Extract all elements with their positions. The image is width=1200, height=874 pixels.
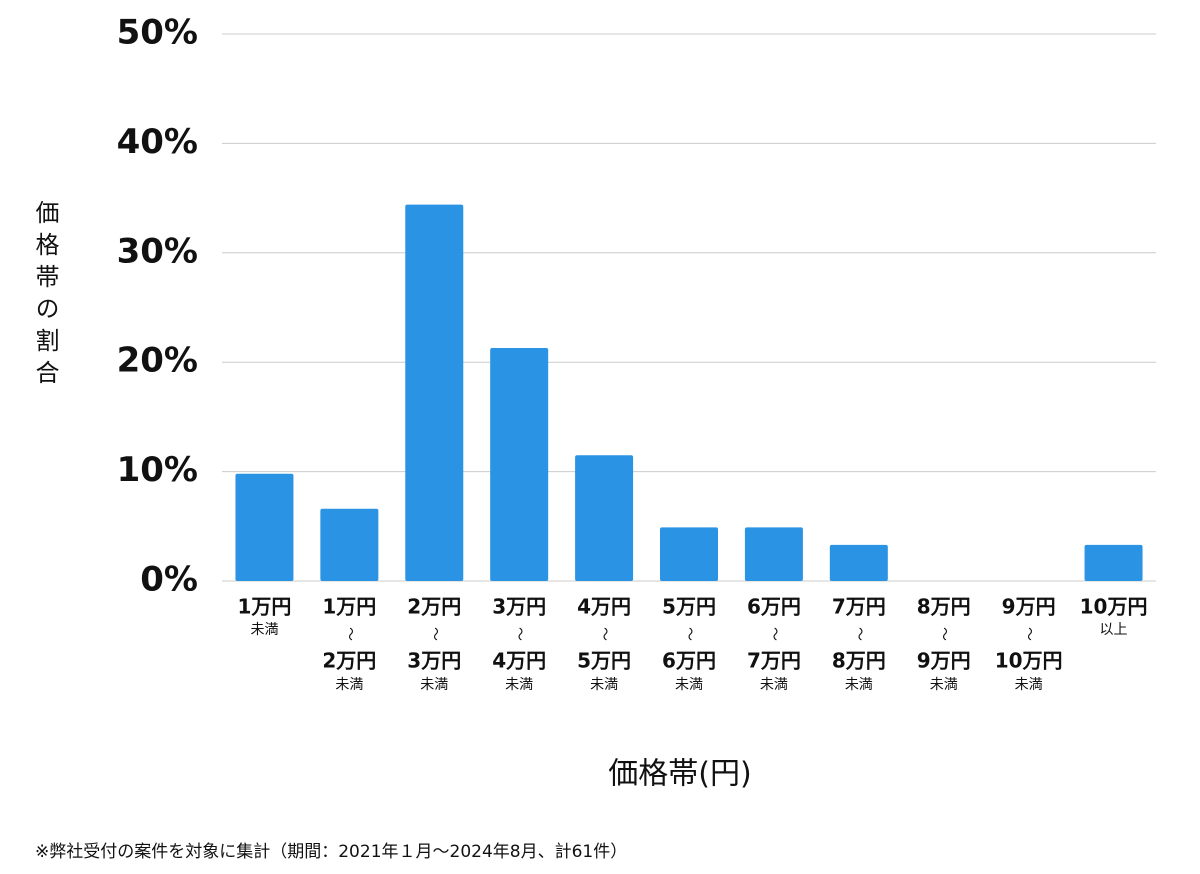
x-tick-label: 10万円 (995, 649, 1063, 673)
x-tick-label: 1万円 (237, 595, 291, 619)
x-tick-label: 未満 (1015, 677, 1043, 693)
x-tick-label: 〜 (851, 627, 867, 641)
x-tick-label: 2万円 (407, 595, 461, 619)
x-tick-label: 〜 (681, 627, 697, 641)
x-tick-label: 未満 (590, 677, 618, 693)
x-tick-label: 以上 (1100, 622, 1128, 638)
x-tick-label: 未満 (845, 677, 873, 693)
y-tick-label: 20% (117, 341, 198, 381)
bar (660, 527, 718, 581)
x-tick-label: 未満 (335, 677, 363, 693)
bar (829, 544, 888, 581)
x-tick-label: 未満 (505, 677, 533, 693)
x-tick-label: 10万円 (1080, 595, 1148, 619)
bar (405, 204, 464, 581)
x-tick-label: 8万円 (917, 595, 971, 619)
x-tick-label: 未満 (675, 677, 703, 693)
x-tick-label: 8万円 (832, 649, 886, 673)
x-tick-label: 未満 (760, 677, 788, 693)
x-tick-label: 7万円 (832, 595, 886, 619)
y-tick-label: 50% (117, 13, 198, 53)
x-tick-label: 5万円 (662, 595, 716, 619)
x-tick-label: 4万円 (492, 649, 546, 673)
y-tick-label: 30% (117, 231, 198, 271)
x-tick-label: 〜 (426, 627, 442, 641)
x-axis-label: 価格帯(円) (608, 757, 751, 792)
x-tick-label: 〜 (766, 627, 782, 641)
x-tick-label: 1万円 (322, 595, 376, 619)
x-tick-label: 5万円 (577, 649, 631, 673)
x-tick-label: 2万円 (322, 649, 376, 673)
x-tick-label: 〜 (511, 627, 527, 641)
bar (235, 473, 294, 581)
x-tick-label: 未満 (930, 677, 958, 693)
y-tick-label: 0% (140, 560, 198, 600)
bar (744, 527, 803, 581)
x-tick-label: 〜 (341, 627, 357, 641)
y-tick-label: 40% (117, 122, 198, 162)
y-axis-label: 価格帯の割合 (31, 200, 59, 392)
bar (1084, 544, 1143, 581)
x-tick-label: 未満 (420, 677, 448, 693)
bar (320, 508, 379, 581)
bar (490, 347, 549, 581)
x-tick-label: 〜 (1021, 627, 1037, 641)
x-tick-label: 〜 (936, 627, 952, 641)
x-tick-label: 4万円 (577, 595, 631, 619)
x-tick-label: 7万円 (747, 649, 801, 673)
y-tick-label: 10% (117, 450, 198, 490)
footnote: ※弊社受付の案件を対象に集計（期間：2021年１月～2024年8月、計61件） (35, 842, 627, 862)
x-tick-label: 〜 (596, 627, 612, 641)
x-tick-label: 9万円 (1002, 595, 1056, 619)
x-tick-label: 3万円 (492, 595, 546, 619)
x-tick-label: 未満 (250, 622, 278, 638)
x-tick-label: 6万円 (747, 595, 801, 619)
x-tick-label: 6万円 (662, 649, 716, 673)
x-tick-label: 9万円 (917, 649, 971, 673)
x-tick-label: 3万円 (407, 649, 461, 673)
bar (575, 455, 634, 581)
